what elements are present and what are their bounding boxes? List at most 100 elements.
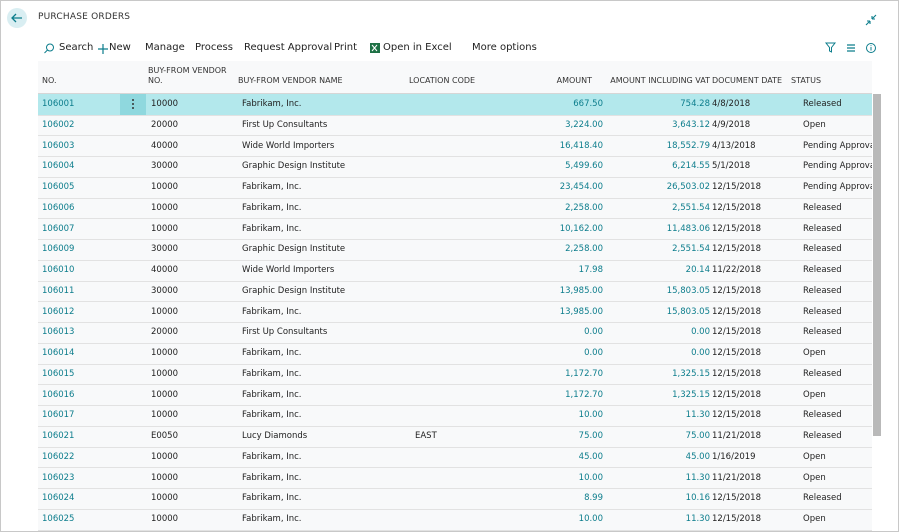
cell: 30000 — [151, 161, 179, 172]
cell[interactable]: 106022 — [42, 451, 75, 462]
cell[interactable]: 106023 — [42, 472, 75, 483]
list-row[interactable]: 106025 10000 Fabrikam, Inc. 10.00 11.30 12/15… — [38, 509, 872, 531]
cell[interactable]: 106001 — [42, 99, 75, 109]
cell: 10000 — [151, 368, 179, 379]
action-open-in-excel[interactable]: Open in Excel — [383, 42, 452, 53]
list-row[interactable]: 106002 20000 First Up Consultants 3,224.00 3… — [38, 115, 872, 137]
back-button[interactable] — [6, 7, 28, 29]
list-row[interactable]: 106007 10000 Fabrikam, Inc. 10,162.00 11,483… — [38, 219, 872, 241]
cell: Released — [803, 306, 842, 317]
info-icon[interactable] — [866, 43, 876, 53]
cell[interactable]: 106010 — [42, 265, 75, 275]
column-header[interactable]: DOCUMENT DATE — [712, 76, 783, 85]
list-row[interactable]: 106004 30000 Graphic Design Institute 5,499… — [38, 156, 872, 178]
column-header[interactable]: BUY-FROM VENDOR NAME — [238, 76, 343, 85]
cell: 18,552.79 — [666, 140, 710, 151]
action-process[interactable]: Process — [195, 42, 233, 53]
list-row[interactable]: 106010 40000 Wide World Importers 17.98 20.1… — [38, 260, 872, 282]
list-row[interactable]: 106021 E0050 Lucy Diamonds EAST 75.00 75.00 11… — [38, 426, 872, 448]
cell[interactable]: 106017 — [42, 410, 75, 421]
list-row[interactable]: 106005 10000 Fabrikam, Inc. 23,454.00 26,503… — [38, 177, 872, 199]
list-row[interactable]: 106013 20000 First Up Consultants 0.00 0.00 1… — [38, 322, 872, 344]
column-header[interactable]: LOCATION CODE — [409, 76, 476, 85]
column-header[interactable]: NO. — [42, 76, 57, 85]
cell: Fabrikam, Inc. — [242, 99, 302, 109]
list-row[interactable]: 106015 10000 Fabrikam, Inc. 1,172.70 1,325.1… — [38, 364, 872, 386]
cell[interactable]: 106015 — [42, 368, 75, 379]
cell: Released — [803, 327, 842, 338]
cell: Fabrikam, Inc. — [242, 451, 302, 462]
cell: Wide World Importers — [242, 140, 335, 151]
column-header[interactable]: AMOUNT INCLUDING VAT — [610, 76, 710, 85]
filter-icon[interactable] — [824, 42, 837, 53]
cell: 10000 — [151, 472, 179, 483]
cell[interactable]: 106007 — [42, 223, 75, 234]
collapse-button[interactable] — [864, 13, 878, 27]
cell: 1/16/2019 — [712, 451, 756, 462]
cell: 1,325.15 — [672, 389, 710, 400]
cell: 12/15/2018 — [712, 306, 761, 317]
list-row[interactable]: 106022 10000 Fabrikam, Inc. 45.00 45.00 1/16/… — [38, 447, 872, 469]
cell: Released — [803, 431, 842, 441]
action-print[interactable]: Print — [334, 42, 358, 53]
list-row[interactable]: 106024 10000 Fabrikam, Inc. 8.99 10.16 12/15/… — [38, 488, 872, 510]
cell: Fabrikam, Inc. — [242, 348, 302, 358]
list-row[interactable]: 106006 10000 Fabrikam, Inc. 2,258.00 2,551.5… — [38, 198, 872, 220]
cell: Fabrikam, Inc. — [242, 223, 302, 234]
cell: 2,551.54 — [672, 244, 710, 255]
cell: 12/15/2018 — [712, 493, 761, 504]
cell[interactable]: 106025 — [42, 514, 75, 524]
cell: 10000 — [151, 182, 179, 192]
cell: 12/15/2018 — [712, 410, 761, 421]
cell[interactable]: 106013 — [42, 327, 75, 338]
cell: 10000 — [151, 514, 179, 524]
cell[interactable]: 106003 — [42, 140, 75, 151]
cell[interactable]: 106024 — [42, 493, 75, 504]
scrollbar[interactable] — [873, 94, 881, 436]
cell: Pending Approval — [803, 182, 872, 192]
cell[interactable]: 106016 — [42, 389, 75, 400]
cell: 12/15/2018 — [712, 202, 761, 213]
cell[interactable]: 106021 — [42, 431, 75, 441]
cell: 16,418.40 — [559, 140, 603, 151]
cell[interactable]: 106011 — [42, 285, 75, 296]
column-header[interactable]: BUY-FROM VENDOR NO. — [148, 66, 227, 85]
cell[interactable]: 106014 — [42, 348, 75, 358]
action-new[interactable]: New — [109, 42, 131, 53]
cell: 20.14 — [685, 265, 710, 275]
cell[interactable]: 106006 — [42, 202, 75, 213]
cell[interactable]: 106009 — [42, 244, 75, 255]
cell: 11.30 — [685, 472, 710, 483]
action-more-options[interactable]: More options — [472, 42, 537, 53]
row-menu[interactable] — [120, 94, 146, 115]
list-grid: NO. BUY-FROM VENDOR NO. BUY-FROM VENDOR NA… — [38, 61, 872, 531]
column-header[interactable]: AMOUNT — [556, 76, 592, 85]
cell: 0.00 — [584, 348, 603, 358]
action-manage[interactable]: Manage — [145, 42, 185, 53]
list-row[interactable]: 106003 40000 Wide World Importers 16,418.40… — [38, 136, 872, 158]
cell: 30000 — [151, 244, 179, 255]
list-row[interactable]: 106023 10000 Fabrikam, Inc. 10.00 11.30 11/21… — [38, 468, 872, 490]
list-row[interactable]: 106012 10000 Fabrikam, Inc. 13,985.00 15,803… — [38, 302, 872, 324]
cell: 30000 — [151, 285, 179, 296]
cell: Fabrikam, Inc. — [242, 306, 302, 317]
cell[interactable]: 106002 — [42, 119, 75, 130]
cell[interactable]: 106004 — [42, 161, 75, 172]
cell: Open — [803, 514, 826, 524]
list-row[interactable]: 106016 10000 Fabrikam, Inc. 1,172.70 1,325.1… — [38, 385, 872, 407]
cell: 10,162.00 — [559, 223, 603, 234]
list-row[interactable]: 106014 10000 Fabrikam, Inc. 0.00 0.00 12/15/2… — [38, 343, 872, 365]
cell: Fabrikam, Inc. — [242, 389, 302, 400]
action-search[interactable]: Search — [59, 42, 94, 53]
cell[interactable]: 106012 — [42, 306, 75, 317]
cell: Fabrikam, Inc. — [242, 493, 302, 504]
action-request-approval[interactable]: Request Approval — [244, 42, 333, 53]
list-row[interactable]: 106009 30000 Graphic Design Institute 2,258… — [38, 239, 872, 261]
cell: Graphic Design Institute — [242, 161, 346, 172]
list-icon[interactable] — [847, 44, 855, 52]
column-header[interactable]: STATUS — [791, 76, 822, 85]
list-row[interactable]: 106011 30000 Graphic Design Institute 13,98… — [38, 281, 872, 303]
cell[interactable]: 106005 — [42, 182, 75, 192]
list-row[interactable]: 106017 10000 Fabrikam, Inc. 10.00 11.30 12/15… — [38, 405, 872, 427]
list-row[interactable]: 106001 10000 Fabrikam, Inc. 667.50 754.28 4/8… — [38, 94, 872, 116]
